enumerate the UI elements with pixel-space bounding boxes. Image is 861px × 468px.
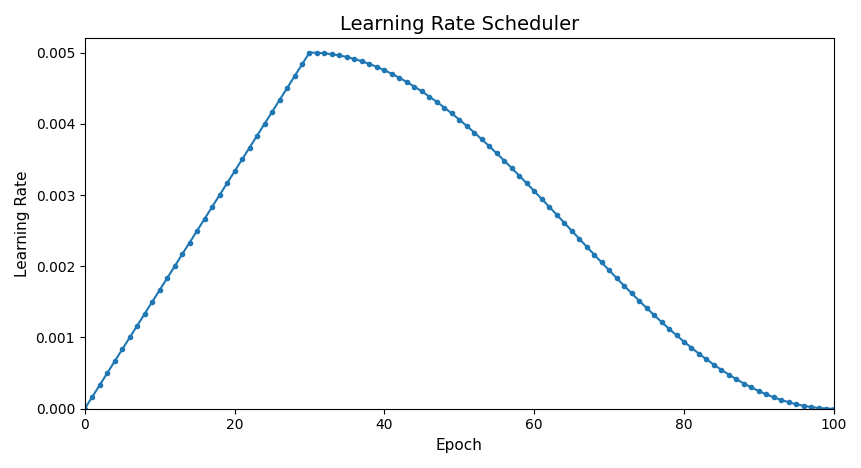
X-axis label: Epoch: Epoch (436, 438, 482, 453)
Y-axis label: Learning Rate: Learning Rate (15, 170, 30, 277)
Title: Learning Rate Scheduler: Learning Rate Scheduler (339, 15, 579, 34)
